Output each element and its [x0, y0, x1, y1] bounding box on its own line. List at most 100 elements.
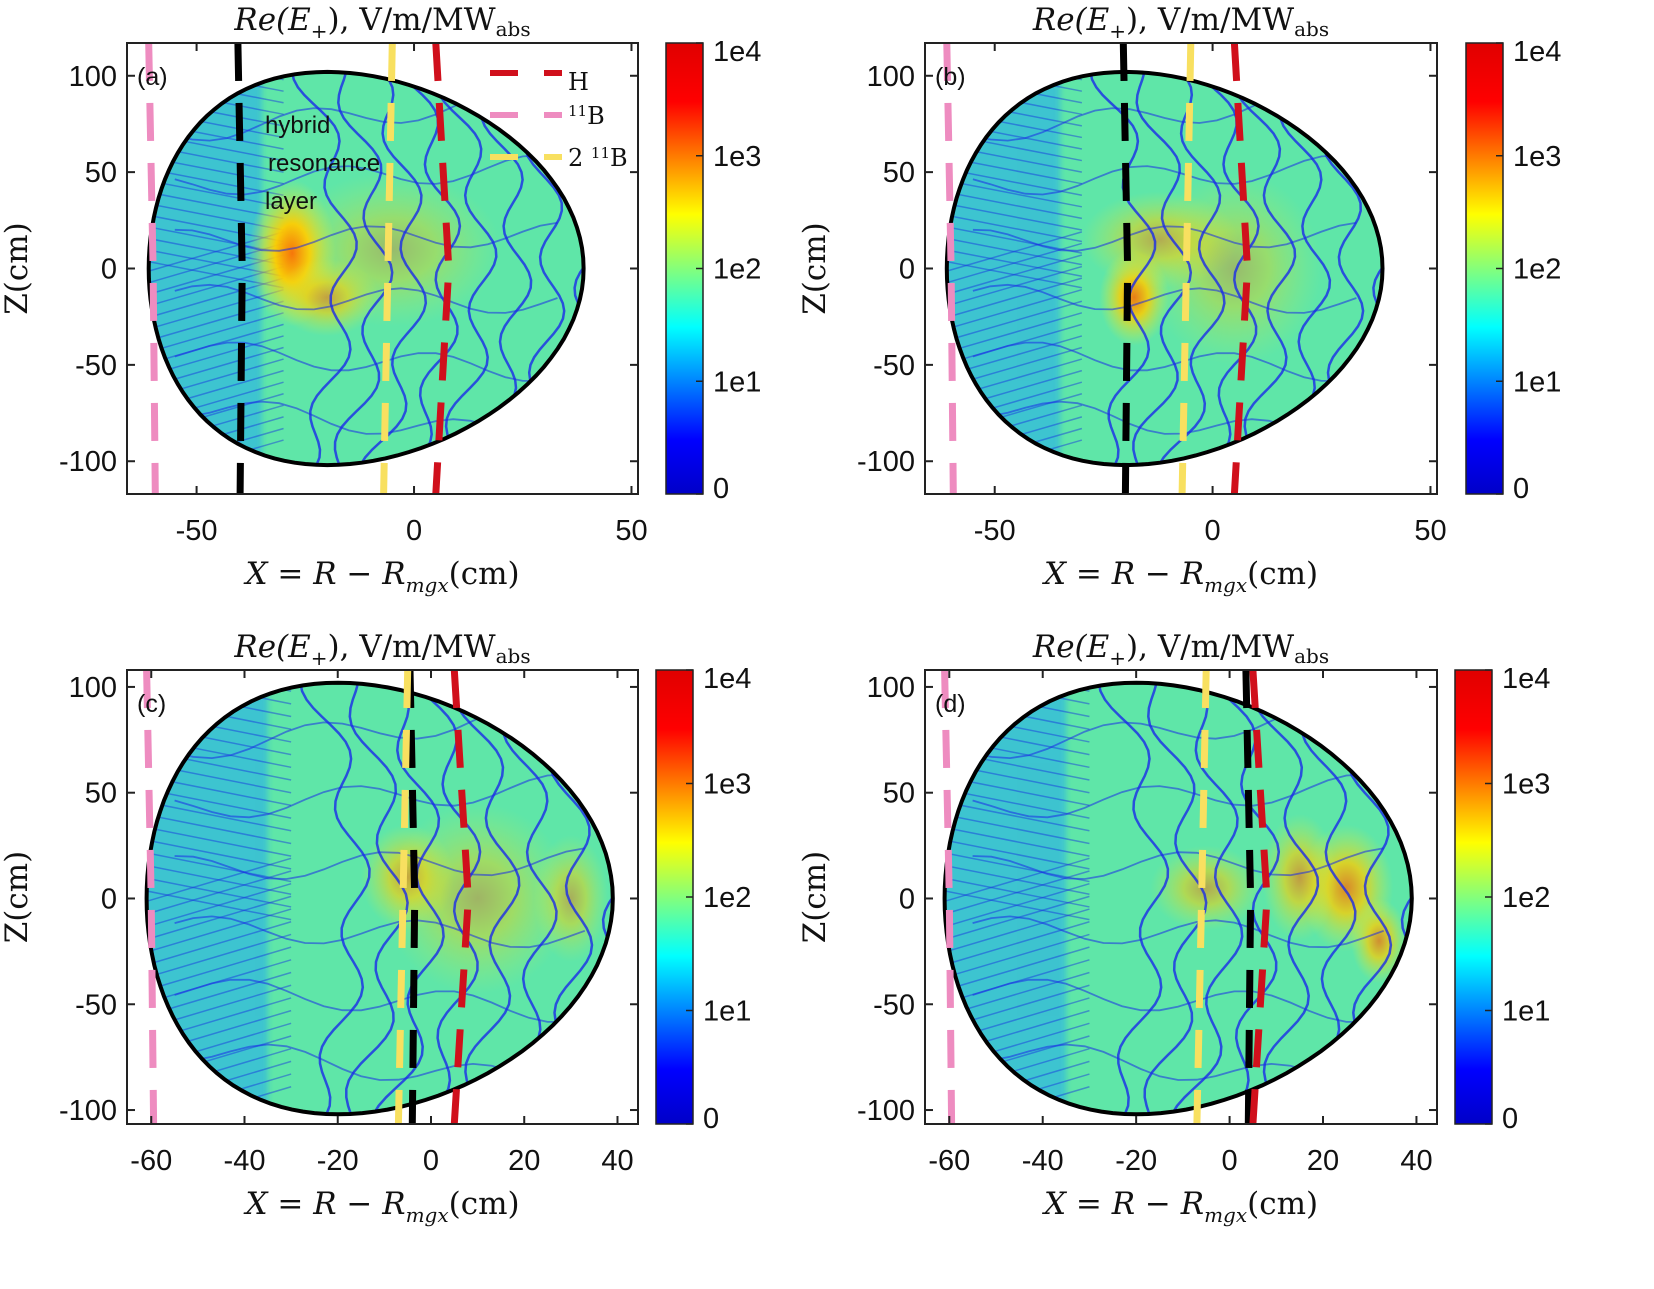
x-tick-label: 20: [1307, 1145, 1339, 1177]
field-contour: [174, 978, 585, 1023]
wavefront-contour: [1143, 682, 1208, 1115]
colorbar-tick-label: 1e3: [1513, 141, 1561, 173]
striation: [148, 300, 284, 343]
x-tick-label: 20: [508, 1145, 540, 1177]
x-axis-label: X = R − Rmgx(cm): [243, 1186, 519, 1227]
axes-box: [126, 669, 639, 1125]
x-axis-label: X = R − Rmgx(cm): [1042, 556, 1318, 597]
y-tick-label: 50: [85, 778, 117, 810]
wavefront-contour: [345, 682, 409, 1115]
hybrid-resonance-annotation: resonance: [268, 150, 380, 177]
b11-resonance-line: [145, 42, 159, 495]
legend-sup: 11: [568, 102, 587, 120]
wavefront-contour: [1232, 71, 1297, 466]
plasma-boundary: [944, 69, 1385, 468]
striation: [146, 895, 292, 942]
b11-2nd-harmonic-line: [394, 669, 412, 1125]
xlabel-sub: mgx: [406, 573, 449, 597]
wavefront-contour: [1251, 682, 1320, 1115]
y-axis-label: Z(cm): [0, 222, 35, 315]
striation: [146, 882, 292, 929]
title-main: Re(E: [233, 629, 311, 665]
wavefront-contour: [1376, 71, 1383, 466]
legend-text: B: [587, 102, 605, 130]
colorbar-tick-label: 1e1: [713, 366, 761, 398]
striation: [146, 800, 292, 832]
striation: [944, 889, 1090, 921]
x-tick-label: 0: [423, 1145, 439, 1177]
y-axis-label: Z(cm): [0, 851, 35, 944]
striation: [944, 813, 1090, 845]
y-tick-label: -50: [873, 989, 915, 1021]
hot-spot: [1262, 813, 1338, 941]
xlabel-unit: (cm): [1247, 1186, 1318, 1222]
striation: [944, 825, 1090, 857]
wavefront-contour: [356, 71, 428, 466]
title-rest: ), V/m/MW: [328, 2, 496, 38]
legend-text: B: [610, 144, 628, 172]
striation: [944, 933, 1090, 980]
field-map: [148, 71, 584, 466]
plasma-boundary: [942, 680, 1414, 1117]
y-tick-label: 100: [69, 672, 117, 704]
y-tick-label: 0: [899, 254, 915, 286]
striation: [148, 312, 284, 355]
wavefront-contour: [452, 682, 521, 1115]
field-contour: [972, 915, 1385, 949]
field-map: [946, 71, 1383, 466]
panel-title: Re(E+), V/m/MWabs: [233, 629, 530, 670]
striation: [944, 682, 1090, 692]
hot-spot: [1150, 845, 1263, 931]
title-rest: ), V/m/MW: [1126, 2, 1294, 38]
x-tick-label: 50: [615, 515, 647, 547]
b11-resonance-line: [941, 669, 956, 1125]
field-map: [944, 682, 1412, 1115]
striation: [946, 179, 1083, 208]
x-axis-label: X = R − Rmgx(cm): [243, 556, 519, 597]
panel-title: Re(E+), V/m/MWabs: [1032, 629, 1329, 670]
wavefront-contour: [1097, 682, 1170, 1115]
colorbar-tick-label: 1e4: [703, 663, 751, 695]
wavefront-contour: [1089, 71, 1157, 466]
striation: [946, 260, 1083, 289]
hybrid-resonance-annotation: hybrid: [265, 112, 330, 139]
legend-label: H: [568, 68, 589, 96]
title-sub2: abs: [1294, 644, 1329, 668]
title-sub: +: [311, 646, 328, 670]
colorbar-tick-label: 0: [713, 473, 729, 505]
y-tick-label: 100: [867, 672, 915, 704]
x-tick-label: 40: [601, 1145, 633, 1177]
striation: [146, 682, 292, 692]
panel-a: -50 0 50 -100 -50 0 50 100 (a) Re(E+), V/m/MWabs X…: [0, 2, 761, 597]
x-tick-label: -40: [1022, 1145, 1064, 1177]
y-tick-label: -50: [75, 989, 117, 1021]
title-sub: +: [311, 19, 328, 43]
x-tick-label: -60: [928, 1145, 970, 1177]
striation: [944, 882, 1090, 929]
field-map: [146, 682, 613, 1115]
b11-2nd-harmonic-line: [1193, 669, 1210, 1125]
wavefront-contour: [434, 71, 498, 466]
panel-d: -60 -40 -20 0 20 40 -100 -50 0 50 100 (d) Re(E+), V/…: [797, 629, 1550, 1227]
striation: [946, 190, 1083, 220]
colorbar-tick-label: 1e2: [713, 254, 761, 286]
striation: [146, 876, 292, 908]
h-resonance-line: [432, 42, 453, 495]
striation: [146, 825, 292, 857]
field-contour: [174, 915, 586, 949]
xlabel-sub: mgx: [1204, 573, 1247, 597]
x-tick-label: 40: [1400, 1145, 1432, 1177]
panel-title: Re(E+), V/m/MWabs: [1032, 2, 1329, 43]
title-main: Re(E: [1032, 629, 1110, 665]
y-tick-label: 50: [85, 157, 117, 189]
panel-label: (c): [137, 690, 166, 718]
b11-2nd-harmonic-line: [380, 42, 396, 495]
hot-spot: [384, 803, 571, 994]
colorbar-tick-label: 1e3: [703, 769, 751, 801]
wavefront-contour: [1132, 71, 1193, 466]
hybrid-resonance-line: [1242, 669, 1255, 1125]
striation: [146, 921, 292, 967]
hybrid-resonance-line: [234, 42, 246, 495]
striation: [944, 921, 1090, 967]
axes-box: [924, 669, 1438, 1125]
